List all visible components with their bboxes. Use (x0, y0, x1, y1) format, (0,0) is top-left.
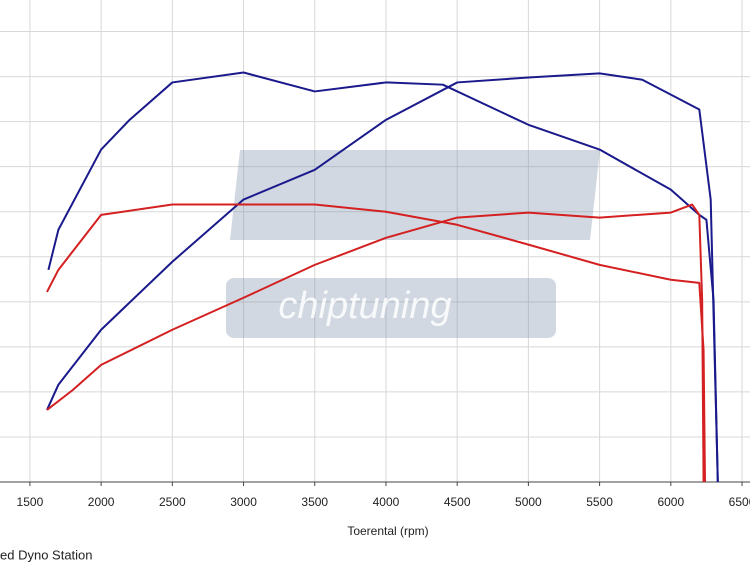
x-axis-label: Toerental (rpm) (347, 524, 428, 538)
x-tick-label: 3500 (301, 495, 328, 509)
x-tick-label: 4000 (373, 495, 400, 509)
series-line (46, 203, 705, 483)
series-line (46, 72, 719, 483)
x-tick-label: 6500 (729, 495, 750, 509)
series-line (46, 203, 706, 483)
x-tick-label: 4500 (444, 495, 471, 509)
watermark-logo-band (226, 278, 556, 338)
x-tick-label: 1500 (17, 495, 44, 509)
series-line (47, 71, 719, 483)
x-tick-label: 5500 (586, 495, 613, 509)
x-tick-label: 2500 (159, 495, 186, 509)
footer: ed Dyno Station (0, 547, 93, 562)
watermark-text: chiptuning (278, 285, 451, 327)
x-tick-label: 2000 (88, 495, 115, 509)
x-tick-label: 5000 (515, 495, 542, 509)
watermark (226, 150, 600, 338)
watermark-logo (230, 150, 600, 240)
x-tick-label: 6000 (657, 495, 684, 509)
x-tick-label: 3000 (230, 495, 257, 509)
